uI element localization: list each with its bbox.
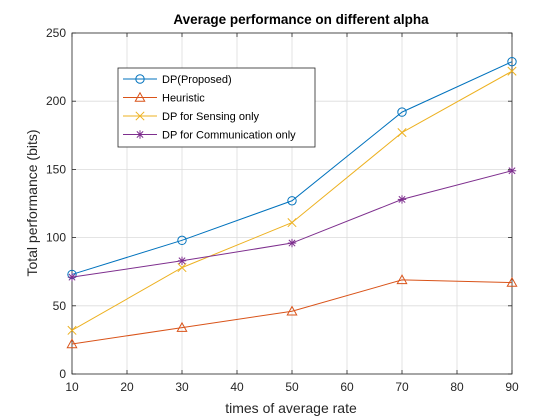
data-point [397,107,407,117]
data-point [507,56,517,67]
data-point [506,276,518,287]
x-tick-label: 40 [230,380,244,394]
data-point [396,274,408,285]
marker-shape [177,263,187,273]
data-point [507,166,517,175]
y-tick-label: 250 [46,26,66,40]
legend-marker [135,74,145,84]
x-tick-label: 60 [340,380,354,394]
marker-shape [176,321,188,332]
marker-shape [67,325,77,335]
data-point [66,338,78,349]
series-2 [66,274,518,349]
data-point [287,238,297,248]
legend-label: DP for Communication only [162,130,296,142]
data-point [286,305,298,316]
marker-shape [178,257,186,265]
x-tick-label: 70 [395,380,409,394]
marker-shape [398,195,406,203]
data-point [507,66,517,76]
data-point [397,195,407,204]
marker-shape [397,128,407,138]
marker-shape [287,196,297,206]
legend-label: DP(Proposed) [162,74,232,86]
series-line [71,61,513,275]
legend-entry: DP for Communication only [123,130,296,142]
data-point [177,235,187,246]
legend-entry: Heuristic [123,91,205,105]
chart-title: Average performance on different alpha [173,12,429,27]
legend-box [117,67,316,148]
legend-entry: DP(Proposed) [123,74,232,86]
marker-shape [507,66,517,76]
legend-entry: DP for Sensing only [123,111,260,123]
x-tick-label: 10 [65,380,79,394]
data-point [177,256,187,265]
x-axis-label: times of average rate [225,400,357,416]
y-tick-label: 100 [46,231,66,245]
marker-shape [506,276,518,287]
y-tick-label: 200 [46,94,66,108]
series-3 [67,66,517,335]
data-point [67,325,77,335]
legend: DP(Proposed) Heuristic DP for Sensing only… [117,67,316,148]
marker-shape [66,338,78,349]
data-point [287,196,297,206]
tick-labels: 10 20 30 40 50 60 70 80 90 0 50 100 150 200 250 [46,26,519,394]
y-tick-label: 50 [53,299,67,313]
x-tick-label: 20 [120,380,134,394]
marker-shape [135,74,145,84]
legend-label: Heuristic [162,93,205,105]
legend-marker [135,130,145,139]
marker-shape [134,91,146,102]
marker-shape [287,218,297,228]
marker-shape [286,305,298,316]
marker-shape [177,235,187,246]
y-tick-label: 0 [59,367,66,381]
y-tick-label: 150 [46,162,66,176]
marker-shape [396,274,408,285]
data-point [287,218,297,228]
data-point [67,272,77,282]
marker-shape [507,56,517,67]
marker-shape [288,239,296,247]
series-4 [67,166,517,282]
legend-marker [134,91,146,102]
marker-shape [397,107,407,117]
data-point [397,128,407,138]
series-1 [67,56,517,280]
series-line [71,279,513,345]
axes [71,32,513,375]
y-axis-label: Total performance (bits) [24,129,40,276]
marker-shape [135,111,145,121]
marker-shape [136,130,144,139]
data-point [177,263,187,273]
x-tick-label: 80 [450,380,464,394]
legend-marker [135,111,145,121]
marker-shape [68,273,76,281]
x-tick-label: 50 [285,380,299,394]
data-point [176,321,188,332]
marker-shape [508,167,516,175]
legend-label: DP for Sensing only [162,111,260,123]
x-tick-label: 30 [175,380,189,394]
data-series [66,56,518,349]
x-tick-label: 90 [505,380,519,394]
